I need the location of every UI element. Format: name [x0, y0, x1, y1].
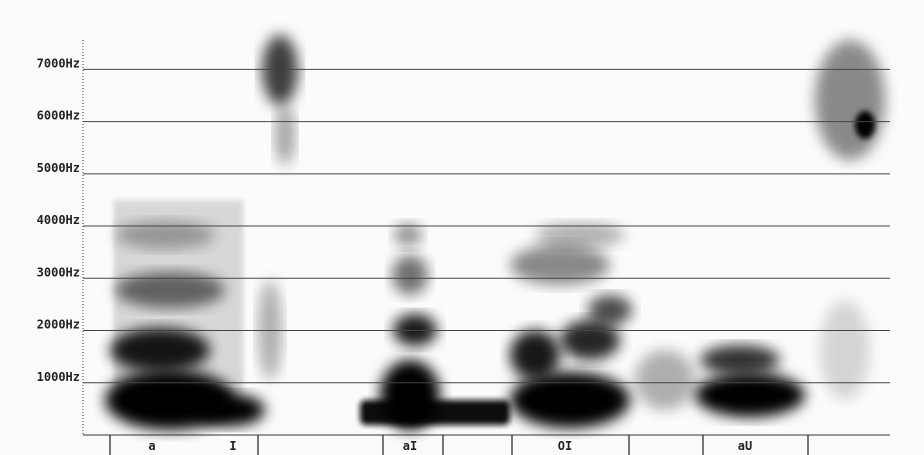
y-tick-label: 3000Hz [37, 265, 80, 279]
y-tick-label: 2000Hz [37, 318, 80, 332]
y-tick-label: 6000Hz [37, 109, 80, 123]
segment-label: aU [738, 439, 752, 453]
segment-label: I [229, 439, 236, 453]
segment-label: OI [558, 439, 572, 453]
y-tick-label: 1000Hz [37, 370, 80, 384]
segment-label: aI [403, 439, 417, 453]
segment-label: a [148, 439, 155, 453]
y-tick-label: 4000Hz [37, 213, 80, 227]
spectral-energy [105, 35, 885, 430]
y-tick-label: 7000Hz [37, 56, 80, 70]
y-tick-label: 5000Hz [37, 161, 80, 175]
